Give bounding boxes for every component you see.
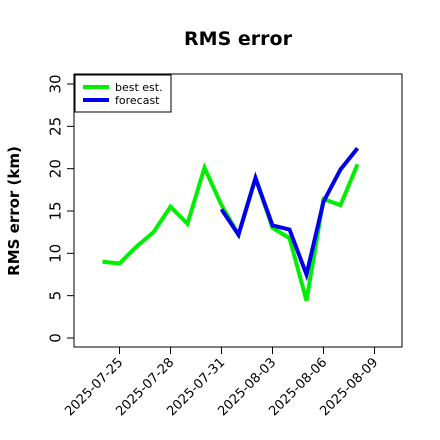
series-line-forecast [219,147,360,282]
y-tick-label: 0 [46,333,64,343]
y-tick-label: 15 [46,201,64,220]
legend: best est.forecast [74,74,172,113]
y-axis-label: RMS error (km) [5,146,23,276]
plot-area: 0510152025302025-07-252025-07-282025-07-… [46,73,403,419]
legend-box [74,74,172,113]
y-tick-label: 20 [46,159,64,178]
legend-label: best est. [115,81,163,94]
plot-frame [73,73,403,348]
chart-title: RMS error [184,28,293,50]
y-tick-label: 25 [46,117,64,136]
legend-label: forecast [115,94,160,107]
y-tick-label: 10 [46,244,64,263]
y-tick-label: 5 [46,291,64,301]
series-line-best-est [102,162,360,302]
y-tick-label: 30 [46,74,64,93]
